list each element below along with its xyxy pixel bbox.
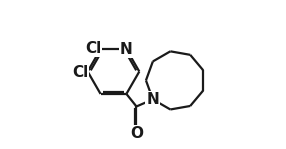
- Text: O: O: [130, 126, 143, 141]
- Text: N: N: [146, 92, 159, 107]
- Text: N: N: [120, 42, 133, 57]
- Text: Cl: Cl: [85, 41, 101, 56]
- Text: Cl: Cl: [72, 65, 88, 80]
